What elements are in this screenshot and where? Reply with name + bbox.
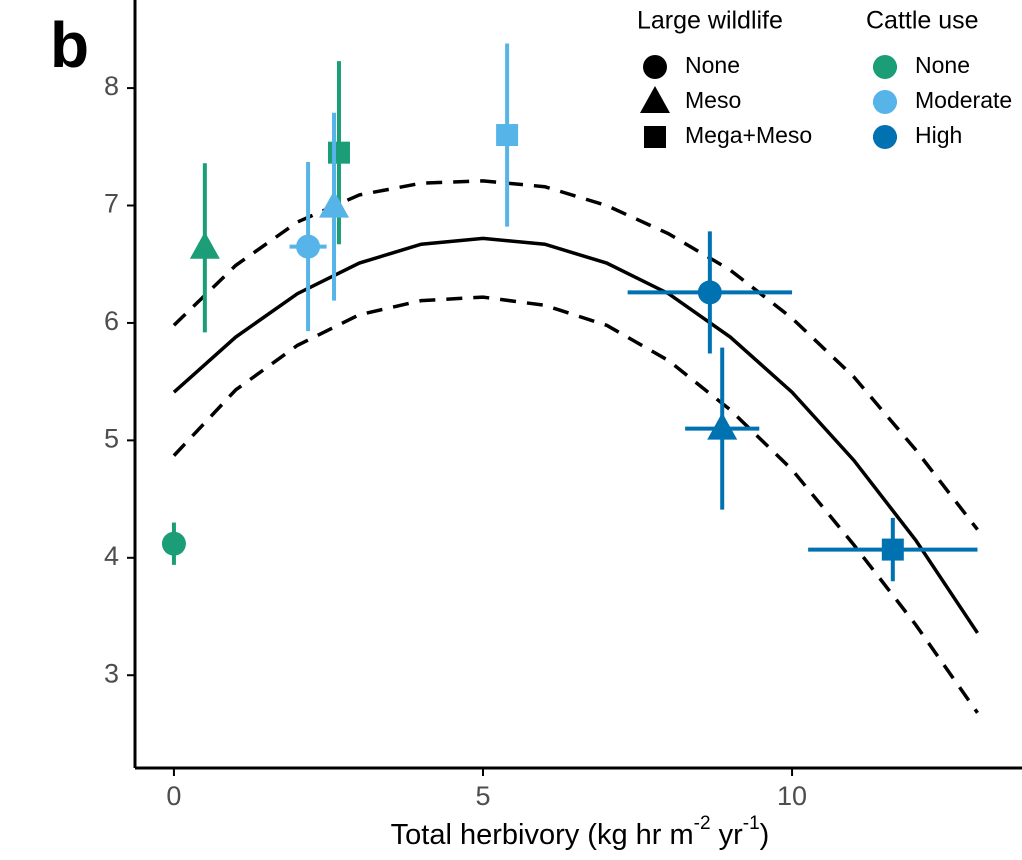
x-tick-label: 0 — [166, 781, 181, 811]
legend-label: Mega+Meso — [685, 122, 812, 148]
legend-title: Large wildlife — [637, 7, 783, 35]
legend-marker — [643, 55, 667, 79]
x-tick-label: 10 — [777, 781, 807, 811]
y-tick-label: 5 — [104, 423, 119, 453]
legend-label: None — [685, 52, 740, 78]
point — [327, 141, 350, 164]
legend-marker — [873, 90, 897, 114]
point — [496, 124, 519, 147]
point — [161, 531, 186, 556]
legend-marker — [873, 125, 897, 149]
legend-marker — [873, 55, 897, 79]
x-axis-label: Total herbivory (kg hr m-2 yr-1) — [391, 813, 770, 851]
point — [881, 538, 904, 561]
fit-line — [172, 236, 979, 634]
legend-label: Moderate — [915, 87, 1012, 113]
x-tick-label: 5 — [475, 781, 490, 811]
point — [296, 234, 321, 259]
ci-line — [172, 179, 979, 531]
panel-label: b — [50, 9, 89, 81]
legend-marker — [644, 126, 666, 148]
legend-title: Cattle use — [866, 7, 979, 35]
y-tick-label: 3 — [104, 658, 119, 688]
legend-label: High — [915, 122, 962, 148]
point — [697, 280, 722, 305]
legend-label: Meso — [685, 87, 741, 113]
legend-label: None — [915, 52, 970, 78]
legend-marker — [640, 86, 670, 113]
point — [189, 231, 220, 259]
ci-line — [172, 295, 979, 714]
point — [707, 412, 738, 440]
y-tick-label: 8 — [104, 71, 119, 101]
point — [319, 190, 350, 218]
y-tick-label: 4 — [104, 541, 119, 571]
y-tick-label: 6 — [104, 306, 119, 336]
y-tick-label: 7 — [104, 189, 119, 219]
